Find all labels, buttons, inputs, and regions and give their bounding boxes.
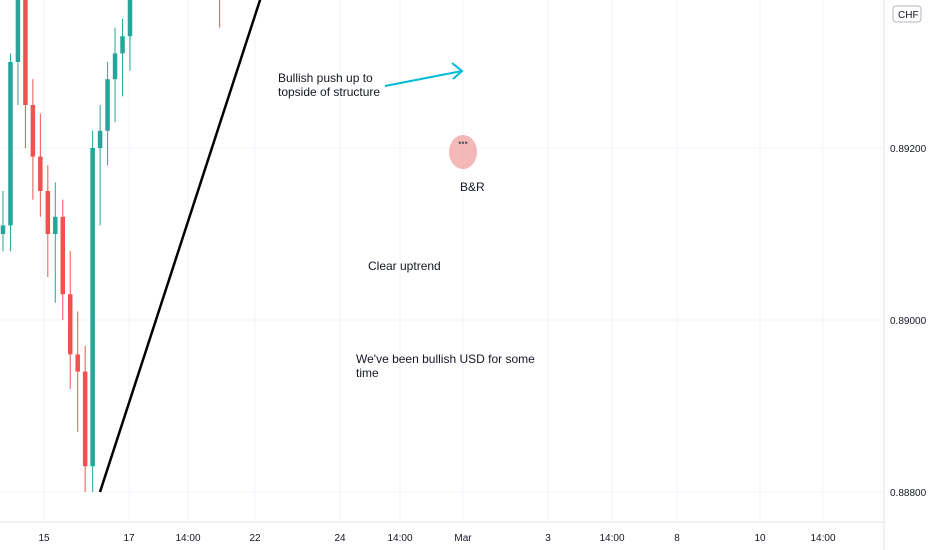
candle-body (82, 371, 88, 467)
candle-body (0, 225, 6, 234)
candle-body (8, 62, 13, 226)
candle-body (53, 216, 58, 234)
channel-line-lower (98, 0, 262, 493)
time-tick-label: 14:00 (810, 533, 835, 544)
time-tick-label: 10 (754, 533, 766, 544)
price-tick-label: 0.89200 (890, 144, 927, 155)
price-axis: 0.914000.910000.908000.906000.904000.902… (883, 0, 932, 550)
time-tick-label: Mar (454, 533, 472, 544)
candle-body (38, 156, 43, 191)
chart-grid (0, 0, 884, 522)
candle-body (23, 0, 28, 106)
time-tick-label: 14:00 (599, 533, 624, 544)
time-tick-label: 3 (545, 533, 551, 544)
price-tick-label: 0.88800 (890, 488, 927, 499)
chart-annotations-drawing: ••• (384, 62, 477, 169)
time-tick-label: 17 (123, 533, 135, 544)
candle-body (75, 354, 80, 372)
retest-highlight-circle (449, 135, 477, 169)
time-axis: 15 17 14:00 22 24 14:00 Mar 3 14:00 8 10 14:00 (0, 521, 884, 544)
candle-body (90, 148, 95, 467)
candle-body (30, 105, 36, 157)
candlestick-series (0, 0, 221, 492)
time-tick-label: 15 (38, 533, 50, 544)
time-tick-label: 14:00 (387, 533, 412, 544)
annotation-bullish-usd: We've been bullish USD for some time (356, 352, 535, 380)
price-tick-label: 0.89000 (890, 316, 927, 327)
candle-body (60, 216, 66, 295)
candle-body (45, 191, 51, 234)
currency-badge-label: CHF (898, 10, 919, 21)
candle-body (67, 294, 73, 355)
retest-dots: ••• (458, 138, 467, 148)
candle-body (120, 36, 125, 54)
annotation-clear-uptrend: Clear uptrend (368, 259, 441, 273)
candle-body (112, 53, 118, 80)
annotation-arrow-line (384, 70, 463, 87)
time-tick-label: 8 (674, 533, 680, 544)
annotation-bullish-push: Bullish push up to topside of structure (278, 71, 381, 99)
candle-body (15, 0, 21, 63)
candle-body (105, 79, 110, 131)
channel-trendlines (98, 0, 262, 493)
time-tick-label: 22 (249, 533, 261, 544)
currency-badge (892, 5, 922, 23)
annotation-arrow-head (451, 62, 464, 80)
annotation-br: B&R (460, 180, 485, 194)
price-axis-bg (884, 0, 932, 550)
candle-body (97, 130, 103, 148)
time-tick-label: 14:00 (175, 533, 200, 544)
time-tick-label: 24 (334, 533, 346, 544)
candle-body (127, 0, 133, 37)
